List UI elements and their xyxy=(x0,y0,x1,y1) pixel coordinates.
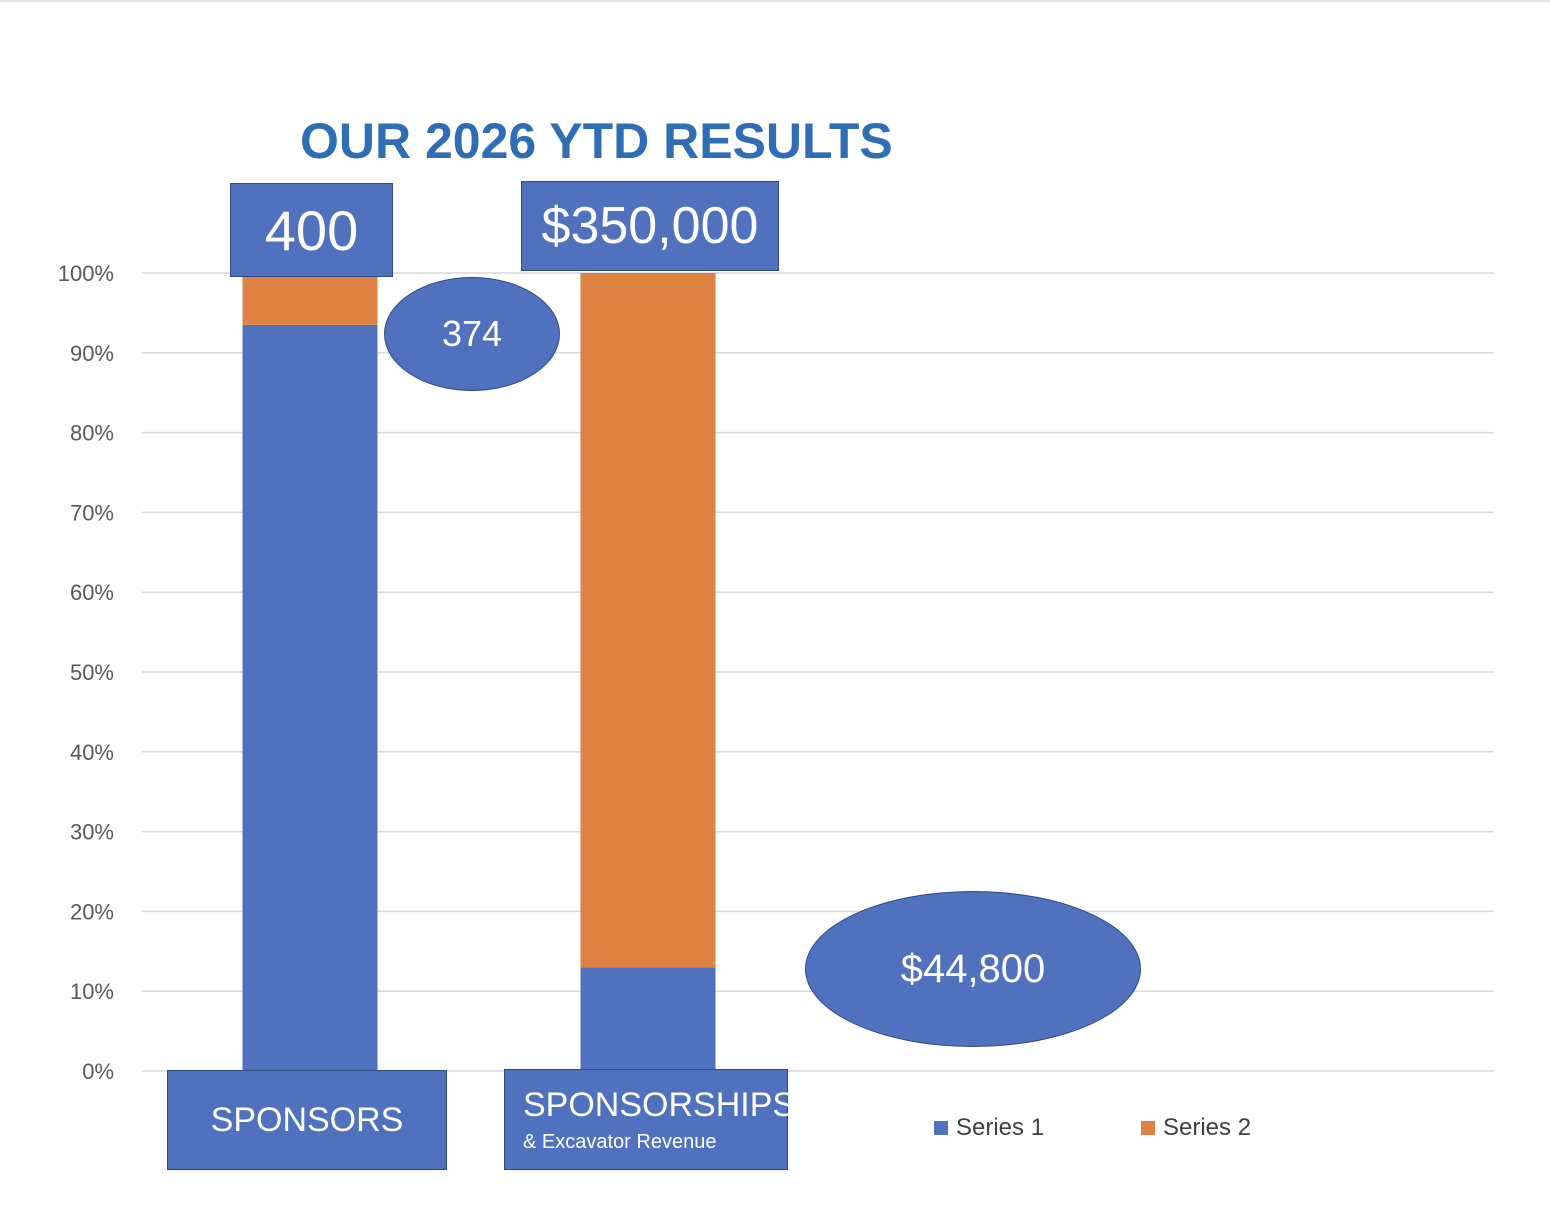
bar-segment-2 xyxy=(580,273,716,968)
bar-segment-1 xyxy=(580,967,716,1071)
y-tick-label: 100% xyxy=(58,261,114,286)
sponsors-actual-bubble: 374 xyxy=(384,277,560,391)
category-label-sponsorships-text: SPONSORSHIPS xyxy=(523,1085,796,1124)
y-tick-label: 80% xyxy=(70,421,114,446)
legend-label-series-1: Series 1 xyxy=(956,1114,1045,1141)
y-tick-label: 50% xyxy=(70,660,114,685)
category-label-sponsorships-sub: & Excavator Revenue xyxy=(523,1130,717,1153)
y-tick-label: 10% xyxy=(70,979,114,1004)
y-tick-label: 60% xyxy=(70,580,114,605)
legend-item-series-2: Series 2 xyxy=(1141,1114,1251,1142)
chart-title: OUR 2026 YTD RESULTS xyxy=(300,113,893,169)
category-label-sponsorships: SPONSORSHIPS & Excavator Revenue xyxy=(504,1069,795,1170)
category-label-sponsors-text: SPONSORS xyxy=(210,1100,404,1139)
legend-swatch-series-1 xyxy=(934,1121,948,1135)
y-tick-label: 0% xyxy=(82,1059,114,1084)
y-tick-label: 70% xyxy=(70,500,114,525)
legend-swatch-series-2 xyxy=(1141,1121,1155,1135)
y-tick-label: 20% xyxy=(70,899,114,924)
y-tick-label: 90% xyxy=(70,341,114,366)
bar-segment-2 xyxy=(242,273,378,325)
legend-label-series-2: Series 2 xyxy=(1163,1114,1252,1141)
sponsors-goal-label: 400 xyxy=(230,183,393,277)
y-tick-label: 40% xyxy=(70,740,114,765)
top-border xyxy=(0,0,1550,2)
category-label-sponsors: SPONSORS xyxy=(167,1070,447,1170)
revenue-actual-bubble: $44,800 xyxy=(805,891,1141,1047)
legend-item-series-1: Series 1 xyxy=(934,1114,1044,1142)
y-tick-label: 30% xyxy=(70,820,114,845)
bar-segment-1 xyxy=(242,324,378,1071)
revenue-goal-label: $350,000 xyxy=(521,181,779,271)
